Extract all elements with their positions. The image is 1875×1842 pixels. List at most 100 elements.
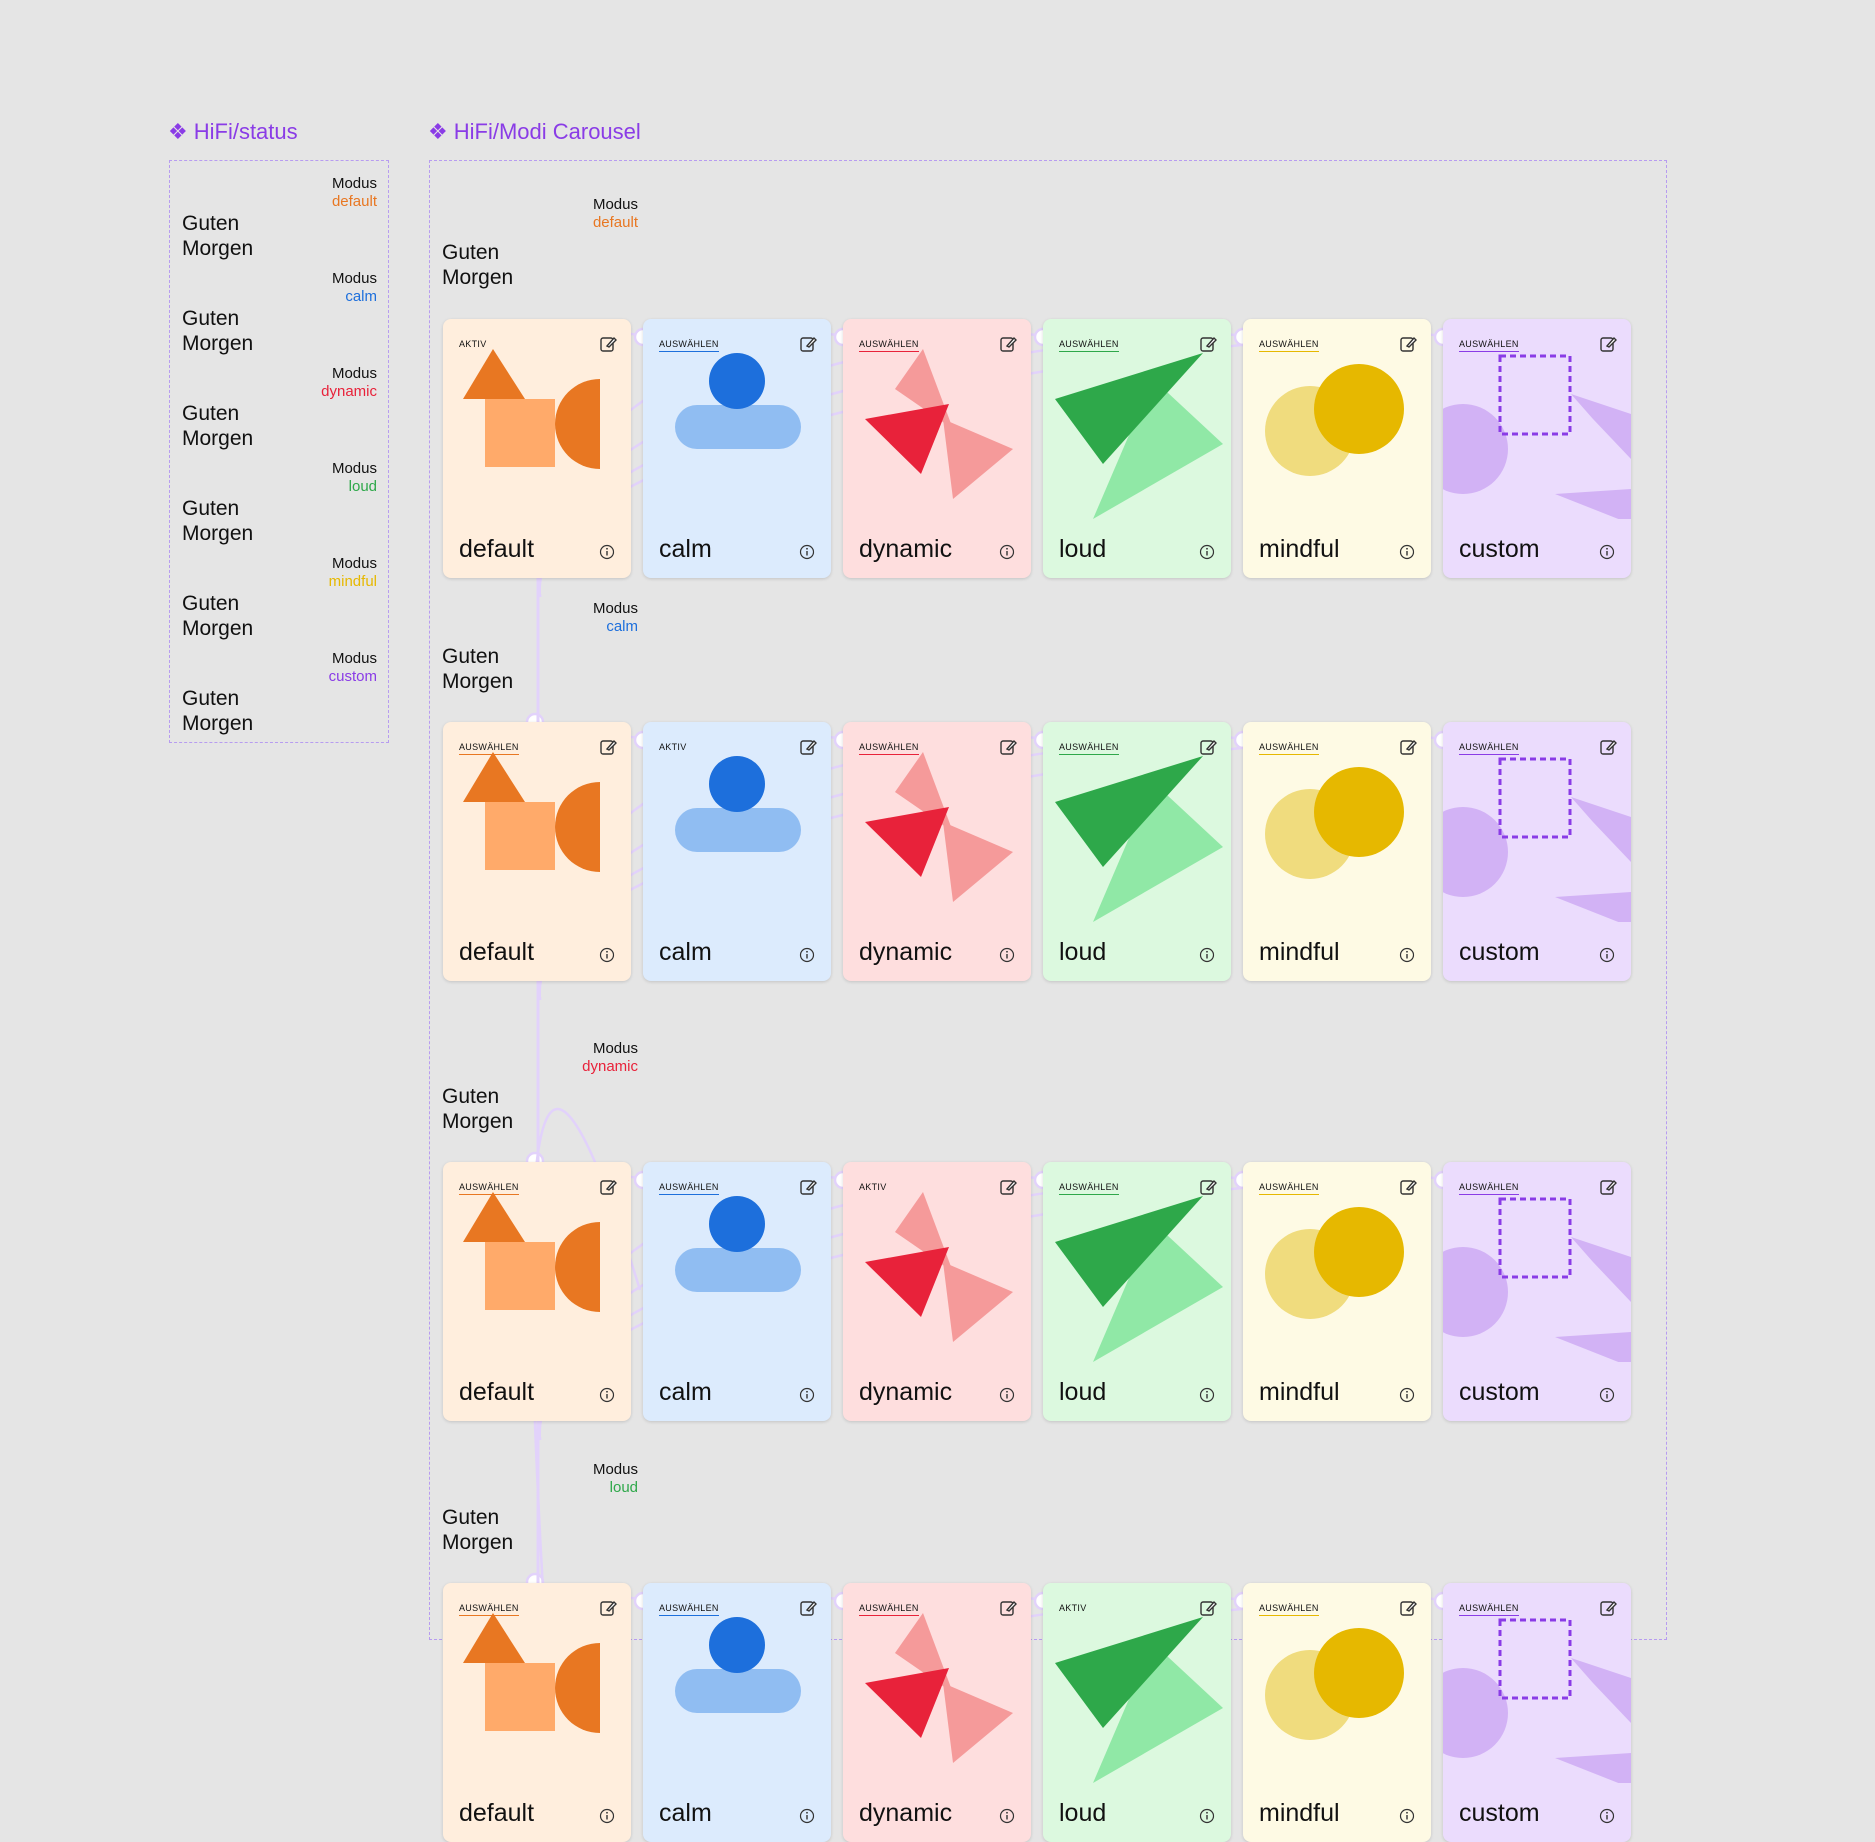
select-link[interactable]: AUSWÄHLEN	[1059, 742, 1119, 755]
status-frame[interactable]: Modus default Guten Morgen Modus calm Guten Mor…	[169, 160, 389, 743]
select-link[interactable]: AUSWÄHLEN	[859, 742, 919, 755]
info-icon[interactable]	[599, 1387, 615, 1403]
info-icon[interactable]	[799, 1808, 815, 1824]
select-link[interactable]: AUSWÄHLEN	[1259, 339, 1319, 352]
select-link[interactable]: AUSWÄHLEN	[859, 339, 919, 352]
edit-icon[interactable]	[799, 335, 817, 353]
info-icon[interactable]	[1199, 947, 1215, 963]
mode-card-calm[interactable]: AUSWÄHLEN calm	[643, 319, 831, 578]
edit-icon[interactable]	[599, 738, 617, 756]
select-link[interactable]: AUSWÄHLEN	[1459, 1182, 1519, 1195]
info-icon[interactable]	[1399, 544, 1415, 560]
select-link[interactable]: AUSWÄHLEN	[659, 339, 719, 352]
select-link[interactable]: AUSWÄHLEN	[1059, 1182, 1119, 1195]
info-icon[interactable]	[999, 544, 1015, 560]
edit-icon[interactable]	[799, 1599, 817, 1617]
edit-icon[interactable]	[1399, 1178, 1417, 1196]
edit-icon[interactable]	[599, 1599, 617, 1617]
mode-card-mindful[interactable]: AUSWÄHLEN mindful	[1243, 1162, 1431, 1421]
edit-icon[interactable]	[1599, 1178, 1617, 1196]
info-icon[interactable]	[999, 1387, 1015, 1403]
edit-icon[interactable]	[1599, 335, 1617, 353]
edit-icon[interactable]	[1399, 335, 1417, 353]
mode-card-calm[interactable]: AUSWÄHLEN calm	[643, 1162, 831, 1421]
mode-card-calm[interactable]: AKTIV calm	[643, 722, 831, 981]
edit-icon[interactable]	[599, 1178, 617, 1196]
edit-icon[interactable]	[999, 738, 1017, 756]
mode-card-dynamic[interactable]: AKTIV dynamic	[843, 1162, 1031, 1421]
mode-card-default[interactable]: AUSWÄHLEN default	[443, 722, 631, 981]
info-icon[interactable]	[599, 1808, 615, 1824]
mode-card-mindful[interactable]: AUSWÄHLEN mindful	[1243, 319, 1431, 578]
select-link[interactable]: AUSWÄHLEN	[1459, 742, 1519, 755]
mode-card-loud[interactable]: AUSWÄHLEN loud	[1043, 319, 1231, 578]
status-frame-title: ❖ HiFi/status	[168, 119, 298, 144]
mode-card-default[interactable]: AKTIV default	[443, 319, 631, 578]
edit-icon[interactable]	[1199, 1178, 1217, 1196]
info-icon[interactable]	[599, 947, 615, 963]
info-icon[interactable]	[599, 544, 615, 560]
edit-icon[interactable]	[1199, 1599, 1217, 1617]
edit-icon[interactable]	[1199, 335, 1217, 353]
edit-icon[interactable]	[799, 738, 817, 756]
select-link[interactable]: AUSWÄHLEN	[459, 742, 519, 755]
select-link[interactable]: AUSWÄHLEN	[1259, 1603, 1319, 1616]
select-link[interactable]: AUSWÄHLEN	[1259, 1182, 1319, 1195]
info-icon[interactable]	[1599, 1387, 1615, 1403]
select-link[interactable]: AUSWÄHLEN	[1259, 742, 1319, 755]
edit-icon[interactable]	[799, 1178, 817, 1196]
row-modus-label: Modus dynamic	[570, 1040, 638, 1076]
mode-card-custom[interactable]: AUSWÄHLEN custom	[1443, 1162, 1631, 1421]
info-icon[interactable]	[799, 544, 815, 560]
info-icon[interactable]	[1599, 1808, 1615, 1824]
row-greeting: Guten Morgen	[442, 1505, 513, 1555]
mode-card-mindful[interactable]: AUSWÄHLEN mindful	[1243, 1583, 1431, 1842]
info-icon[interactable]	[999, 1808, 1015, 1824]
edit-icon[interactable]	[1199, 738, 1217, 756]
mode-card-calm[interactable]: AUSWÄHLEN calm	[643, 1583, 831, 1842]
mode-card-default[interactable]: AUSWÄHLEN default	[443, 1162, 631, 1421]
edit-icon[interactable]	[999, 1178, 1017, 1196]
modus-label: Modus calm	[332, 270, 377, 306]
edit-icon[interactable]	[1599, 1599, 1617, 1617]
mode-card-loud[interactable]: AKTIV loud	[1043, 1583, 1231, 1842]
select-link[interactable]: AUSWÄHLEN	[459, 1182, 519, 1195]
select-link[interactable]: AUSWÄHLEN	[1459, 339, 1519, 352]
mode-card-loud[interactable]: AUSWÄHLEN loud	[1043, 1162, 1231, 1421]
mode-card-loud[interactable]: AUSWÄHLEN loud	[1043, 722, 1231, 981]
info-icon[interactable]	[1599, 947, 1615, 963]
info-icon[interactable]	[1399, 1808, 1415, 1824]
info-icon[interactable]	[1199, 1387, 1215, 1403]
info-icon[interactable]	[799, 947, 815, 963]
mode-card-dynamic[interactable]: AUSWÄHLEN dynamic	[843, 722, 1031, 981]
mode-card-label: dynamic	[859, 1378, 953, 1406]
greeting: Guten Morgen	[182, 686, 253, 736]
edit-icon[interactable]	[1399, 1599, 1417, 1617]
select-link[interactable]: AUSWÄHLEN	[1059, 339, 1119, 352]
mode-card-default[interactable]: AUSWÄHLEN default	[443, 1583, 631, 1842]
edit-icon[interactable]	[599, 335, 617, 353]
mode-card-mindful[interactable]: AUSWÄHLEN mindful	[1243, 722, 1431, 981]
edit-icon[interactable]	[1599, 738, 1617, 756]
select-link[interactable]: AUSWÄHLEN	[659, 1182, 719, 1195]
info-icon[interactable]	[1199, 544, 1215, 560]
info-icon[interactable]	[1199, 1808, 1215, 1824]
select-link[interactable]: AUSWÄHLEN	[659, 1603, 719, 1616]
info-icon[interactable]	[999, 947, 1015, 963]
info-icon[interactable]	[1599, 544, 1615, 560]
info-icon[interactable]	[1399, 1387, 1415, 1403]
mode-card-custom[interactable]: AUSWÄHLEN custom	[1443, 722, 1631, 981]
select-link[interactable]: AUSWÄHLEN	[859, 1603, 919, 1616]
select-link[interactable]: AUSWÄHLEN	[1459, 1603, 1519, 1616]
edit-icon[interactable]	[999, 335, 1017, 353]
info-icon[interactable]	[799, 1387, 815, 1403]
mode-card-custom[interactable]: AUSWÄHLEN custom	[1443, 1583, 1631, 1842]
mode-card-custom[interactable]: AUSWÄHLEN custom	[1443, 319, 1631, 578]
mode-card-dynamic[interactable]: AUSWÄHLEN dynamic	[843, 1583, 1031, 1842]
mode-card-dynamic[interactable]: AUSWÄHLEN dynamic	[843, 319, 1031, 578]
info-icon[interactable]	[1399, 947, 1415, 963]
edit-icon[interactable]	[1399, 738, 1417, 756]
greeting: Guten Morgen	[182, 401, 253, 451]
select-link[interactable]: AUSWÄHLEN	[459, 1603, 519, 1616]
edit-icon[interactable]	[999, 1599, 1017, 1617]
